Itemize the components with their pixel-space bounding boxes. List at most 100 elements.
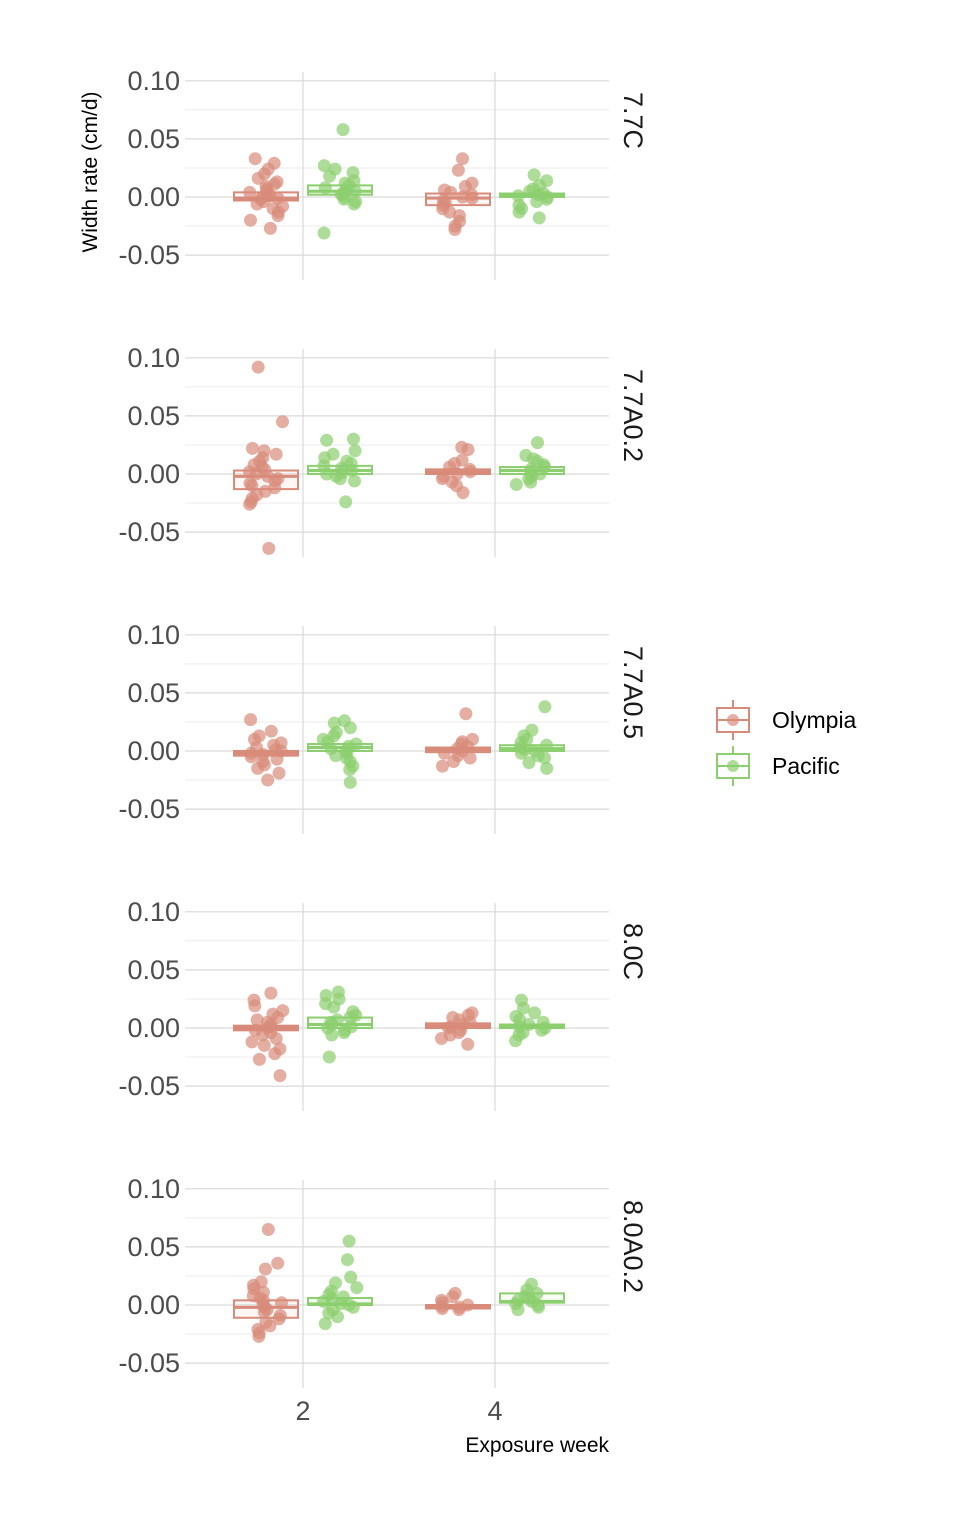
data-point-olympia <box>243 185 257 199</box>
data-point-olympia <box>268 1047 282 1061</box>
data-point-olympia <box>448 223 462 236</box>
data-point-pacific <box>337 1026 351 1040</box>
data-point-olympia <box>250 197 264 211</box>
data-point-olympia <box>456 486 470 500</box>
y-tick-label: -0.05 <box>118 240 180 270</box>
data-point-pacific <box>342 1234 356 1248</box>
facet-strip-label: 8.0C <box>618 923 648 980</box>
y-tick-label: 0.00 <box>127 459 180 489</box>
data-point-pacific <box>340 1253 354 1267</box>
data-point-olympia <box>252 1329 266 1343</box>
facet-panel-8-0a0-2: 0.10 0.05 0.00 -0.05 8.0A0.2 <box>118 1174 648 1388</box>
y-tick-label: 0.00 <box>127 736 180 766</box>
data-point-olympia <box>244 750 258 764</box>
y-tick-label: 0.00 <box>127 1290 180 1320</box>
data-point-pacific <box>317 1295 330 1308</box>
data-point-pacific <box>511 189 525 203</box>
data-point-olympia <box>248 999 262 1013</box>
data-point-pacific <box>530 195 544 209</box>
data-point-pacific <box>511 1303 525 1317</box>
data-point-pacific <box>317 226 331 240</box>
legend: Olympia Pacific <box>716 700 857 786</box>
data-point-olympia <box>446 1290 460 1304</box>
data-point-olympia <box>269 1032 283 1045</box>
data-point-olympia <box>437 746 451 760</box>
data-point-pacific <box>318 1317 332 1331</box>
facet-panel-7-7c: 0.10 0.05 0.00 -0.05 7.7C <box>118 66 648 280</box>
data-point-olympia <box>263 221 277 235</box>
x-axis-title: Exposure week <box>465 1434 609 1457</box>
data-point-pacific <box>343 721 357 735</box>
data-point-pacific <box>346 1300 360 1314</box>
data-point-olympia <box>456 152 469 166</box>
data-point-pacific <box>524 475 538 489</box>
legend-label-olympia: Olympia <box>772 707 857 733</box>
data-point-olympia <box>245 1035 259 1049</box>
data-point-pacific <box>348 184 362 198</box>
data-point-olympia <box>256 1028 270 1042</box>
y-tick-label: 0.05 <box>127 124 180 154</box>
data-point-pacific <box>317 159 331 173</box>
data-point-pacific <box>333 472 347 486</box>
y-tick-label: 0.05 <box>127 955 180 985</box>
data-point-pacific <box>336 123 350 137</box>
data-point-pacific <box>522 756 536 770</box>
data-point-olympia <box>452 1303 466 1317</box>
data-point-olympia <box>262 541 276 555</box>
data-point-pacific <box>325 1028 339 1042</box>
data-point-olympia <box>463 465 477 479</box>
data-point-pacific <box>538 700 552 714</box>
data-point-pacific <box>348 444 362 458</box>
data-point-olympia <box>243 497 257 511</box>
data-point-olympia <box>246 441 259 455</box>
data-point-olympia <box>275 1296 289 1310</box>
data-point-olympia <box>261 773 275 787</box>
data-point-olympia <box>252 1052 266 1066</box>
data-point-olympia <box>264 986 278 1000</box>
legend-key-pacific-point <box>727 760 739 772</box>
data-point-pacific <box>322 1050 336 1064</box>
data-point-pacific <box>509 478 523 491</box>
data-point-pacific <box>329 749 343 763</box>
facet-strip-label: 7.7C <box>618 92 648 149</box>
data-point-pacific <box>323 169 337 183</box>
y-tick-label: 0.05 <box>127 401 180 431</box>
data-point-olympia <box>443 205 457 219</box>
y-tick-label: 0.10 <box>127 897 180 927</box>
legend-item-pacific: Pacific <box>716 746 840 786</box>
facet-panel-8-0c: 0.10 0.05 0.00 -0.05 8.0C <box>118 897 648 1111</box>
data-point-olympia <box>459 707 473 721</box>
data-point-olympia <box>251 171 265 185</box>
data-point-olympia <box>269 447 283 461</box>
data-point-olympia <box>461 443 475 457</box>
y-tick-label: 0.05 <box>127 1232 180 1262</box>
y-tick-label: 0.10 <box>127 343 180 373</box>
data-point-pacific <box>337 192 351 206</box>
y-tick-label: 0.10 <box>127 620 180 650</box>
data-point-pacific <box>327 1000 341 1014</box>
data-point-pacific <box>514 746 528 760</box>
y-tick-label: -0.05 <box>118 794 180 824</box>
y-tick-label: -0.05 <box>118 1071 180 1101</box>
y-tick-label: 0.00 <box>127 182 180 212</box>
data-point-pacific <box>344 1270 358 1284</box>
y-tick-label: 0.10 <box>127 66 180 96</box>
data-point-olympia <box>251 761 265 775</box>
data-point-olympia <box>435 1032 448 1045</box>
facet-panel-7-7a0-5: 0.10 0.05 0.00 -0.05 7.7A0.5 <box>118 620 648 834</box>
data-point-olympia <box>258 1262 272 1276</box>
facet-strip-label: 7.7A0.5 <box>618 646 648 739</box>
data-point-pacific <box>535 1023 549 1037</box>
legend-item-olympia: Olympia <box>716 700 857 740</box>
data-point-pacific <box>318 181 332 195</box>
data-point-olympia <box>273 1069 287 1083</box>
data-point-olympia <box>270 752 284 766</box>
data-point-pacific <box>527 168 541 182</box>
data-point-olympia <box>248 152 262 166</box>
data-point-olympia <box>264 724 278 738</box>
data-point-olympia <box>244 213 257 227</box>
data-point-olympia <box>272 766 286 780</box>
data-point-olympia <box>436 759 449 773</box>
